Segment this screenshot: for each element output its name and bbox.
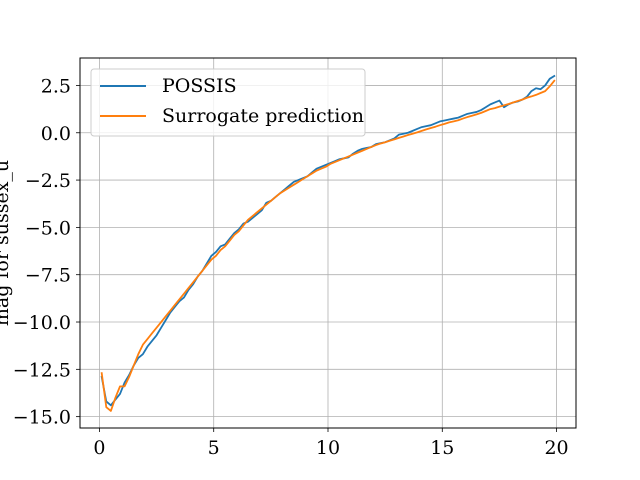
legend-label-surrogate: Surrogate prediction	[162, 105, 364, 127]
series-line-surrogate-prediction	[100, 79, 556, 412]
y-tick-label: −12.5	[13, 359, 71, 381]
y-tick-label: −15.0	[13, 407, 71, 429]
series-layer	[100, 74, 556, 412]
legend-box	[90, 68, 366, 137]
y-axis: −15.0 −12.5 −10.0 −7.5 −5.0 −2.5 0.0 2.5	[13, 75, 80, 429]
x-tick-label: 10	[316, 437, 340, 459]
y-tick-label: −2.5	[25, 170, 71, 192]
y-tick-label: −10.0	[13, 312, 71, 334]
y-tick-label: −5.0	[25, 217, 71, 239]
y-axis-label: mag for sussex_u	[0, 160, 13, 326]
legend-label-possis: POSSIS	[162, 75, 237, 97]
x-axis: 0 5 10 15 20	[93, 428, 569, 459]
x-tick-label: 5	[208, 437, 220, 459]
series-line-possis	[100, 74, 556, 407]
x-tick-label: 0	[93, 437, 105, 459]
x-tick-label: 15	[430, 437, 454, 459]
y-tick-label: 0.0	[41, 123, 71, 145]
y-tick-label: 2.5	[41, 75, 71, 97]
legend: POSSIS Surrogate prediction	[90, 68, 366, 137]
y-tick-label: −7.5	[25, 265, 71, 287]
x-tick-label: 20	[544, 437, 568, 459]
